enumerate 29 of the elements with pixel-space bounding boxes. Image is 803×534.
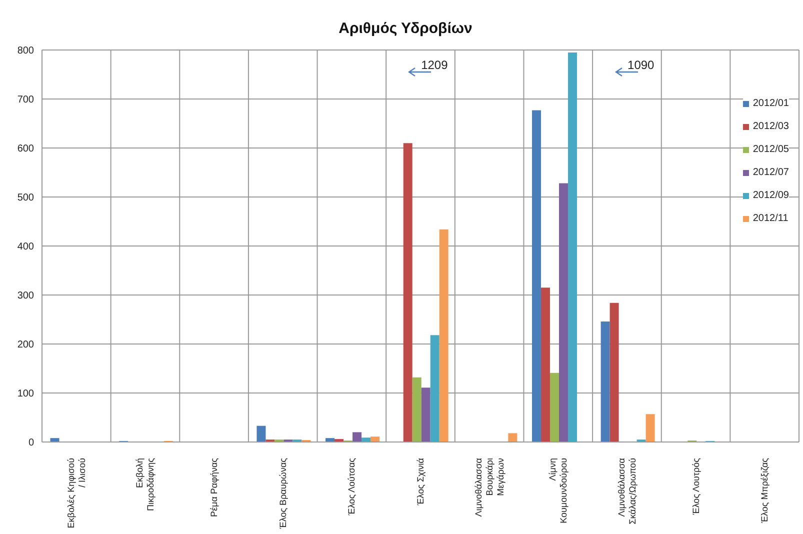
- x-tick-label: Έλος Λουτρός: [690, 457, 701, 516]
- x-tick-label: Λίμνη Κουμουνδούρου: [548, 458, 569, 524]
- legend-label: 2012/11: [752, 213, 788, 224]
- x-tick-label: Έλος Μπρέξιζας: [760, 457, 770, 524]
- legend-label: 2012/05: [752, 144, 789, 155]
- y-tick-label: 600: [17, 144, 34, 155]
- legend-label: 2012/01: [752, 98, 789, 109]
- x-tick-label: Λιμνοθάλασσα Βουρκάρι Μεγάρων: [473, 458, 506, 517]
- y-tick-label: 400: [17, 242, 34, 253]
- y-tick-label: 200: [17, 340, 34, 351]
- x-tick-label: Εκβολή Πικροδάφνης: [134, 457, 156, 512]
- x-tick-label: Έλος Βραυρώνας: [278, 457, 288, 530]
- legend-label: 2012/07: [752, 167, 789, 178]
- annotation: 1090: [628, 58, 654, 72]
- y-tick-label: 500: [17, 192, 34, 204]
- annotation: 1209: [421, 58, 448, 72]
- y-tick-label: 700: [17, 94, 34, 106]
- legend-label: 2012/03: [752, 121, 789, 132]
- x-tick-label: Εκβολές Κηφισού / Ιλισού: [66, 458, 87, 528]
- y-tick-label: 300: [17, 290, 34, 302]
- x-tick-label: Έλος Λούτσας: [346, 457, 357, 516]
- x-tick-label: Έλος Σχινιά: [416, 458, 426, 506]
- x-tick-label: Λιμνοθάλασσα Σκάλας/Ωρωπού: [616, 458, 638, 524]
- y-tick-label: 800: [17, 46, 34, 57]
- y-tick-label: 0: [28, 438, 34, 449]
- legend-label: 2012/09: [752, 190, 789, 201]
- x-tick-label: Ρέμα Ραφήνας: [209, 457, 220, 517]
- y-tick-label: 100: [17, 388, 34, 400]
- chart-title: Αριθμός Υδροβίων: [338, 19, 474, 39]
